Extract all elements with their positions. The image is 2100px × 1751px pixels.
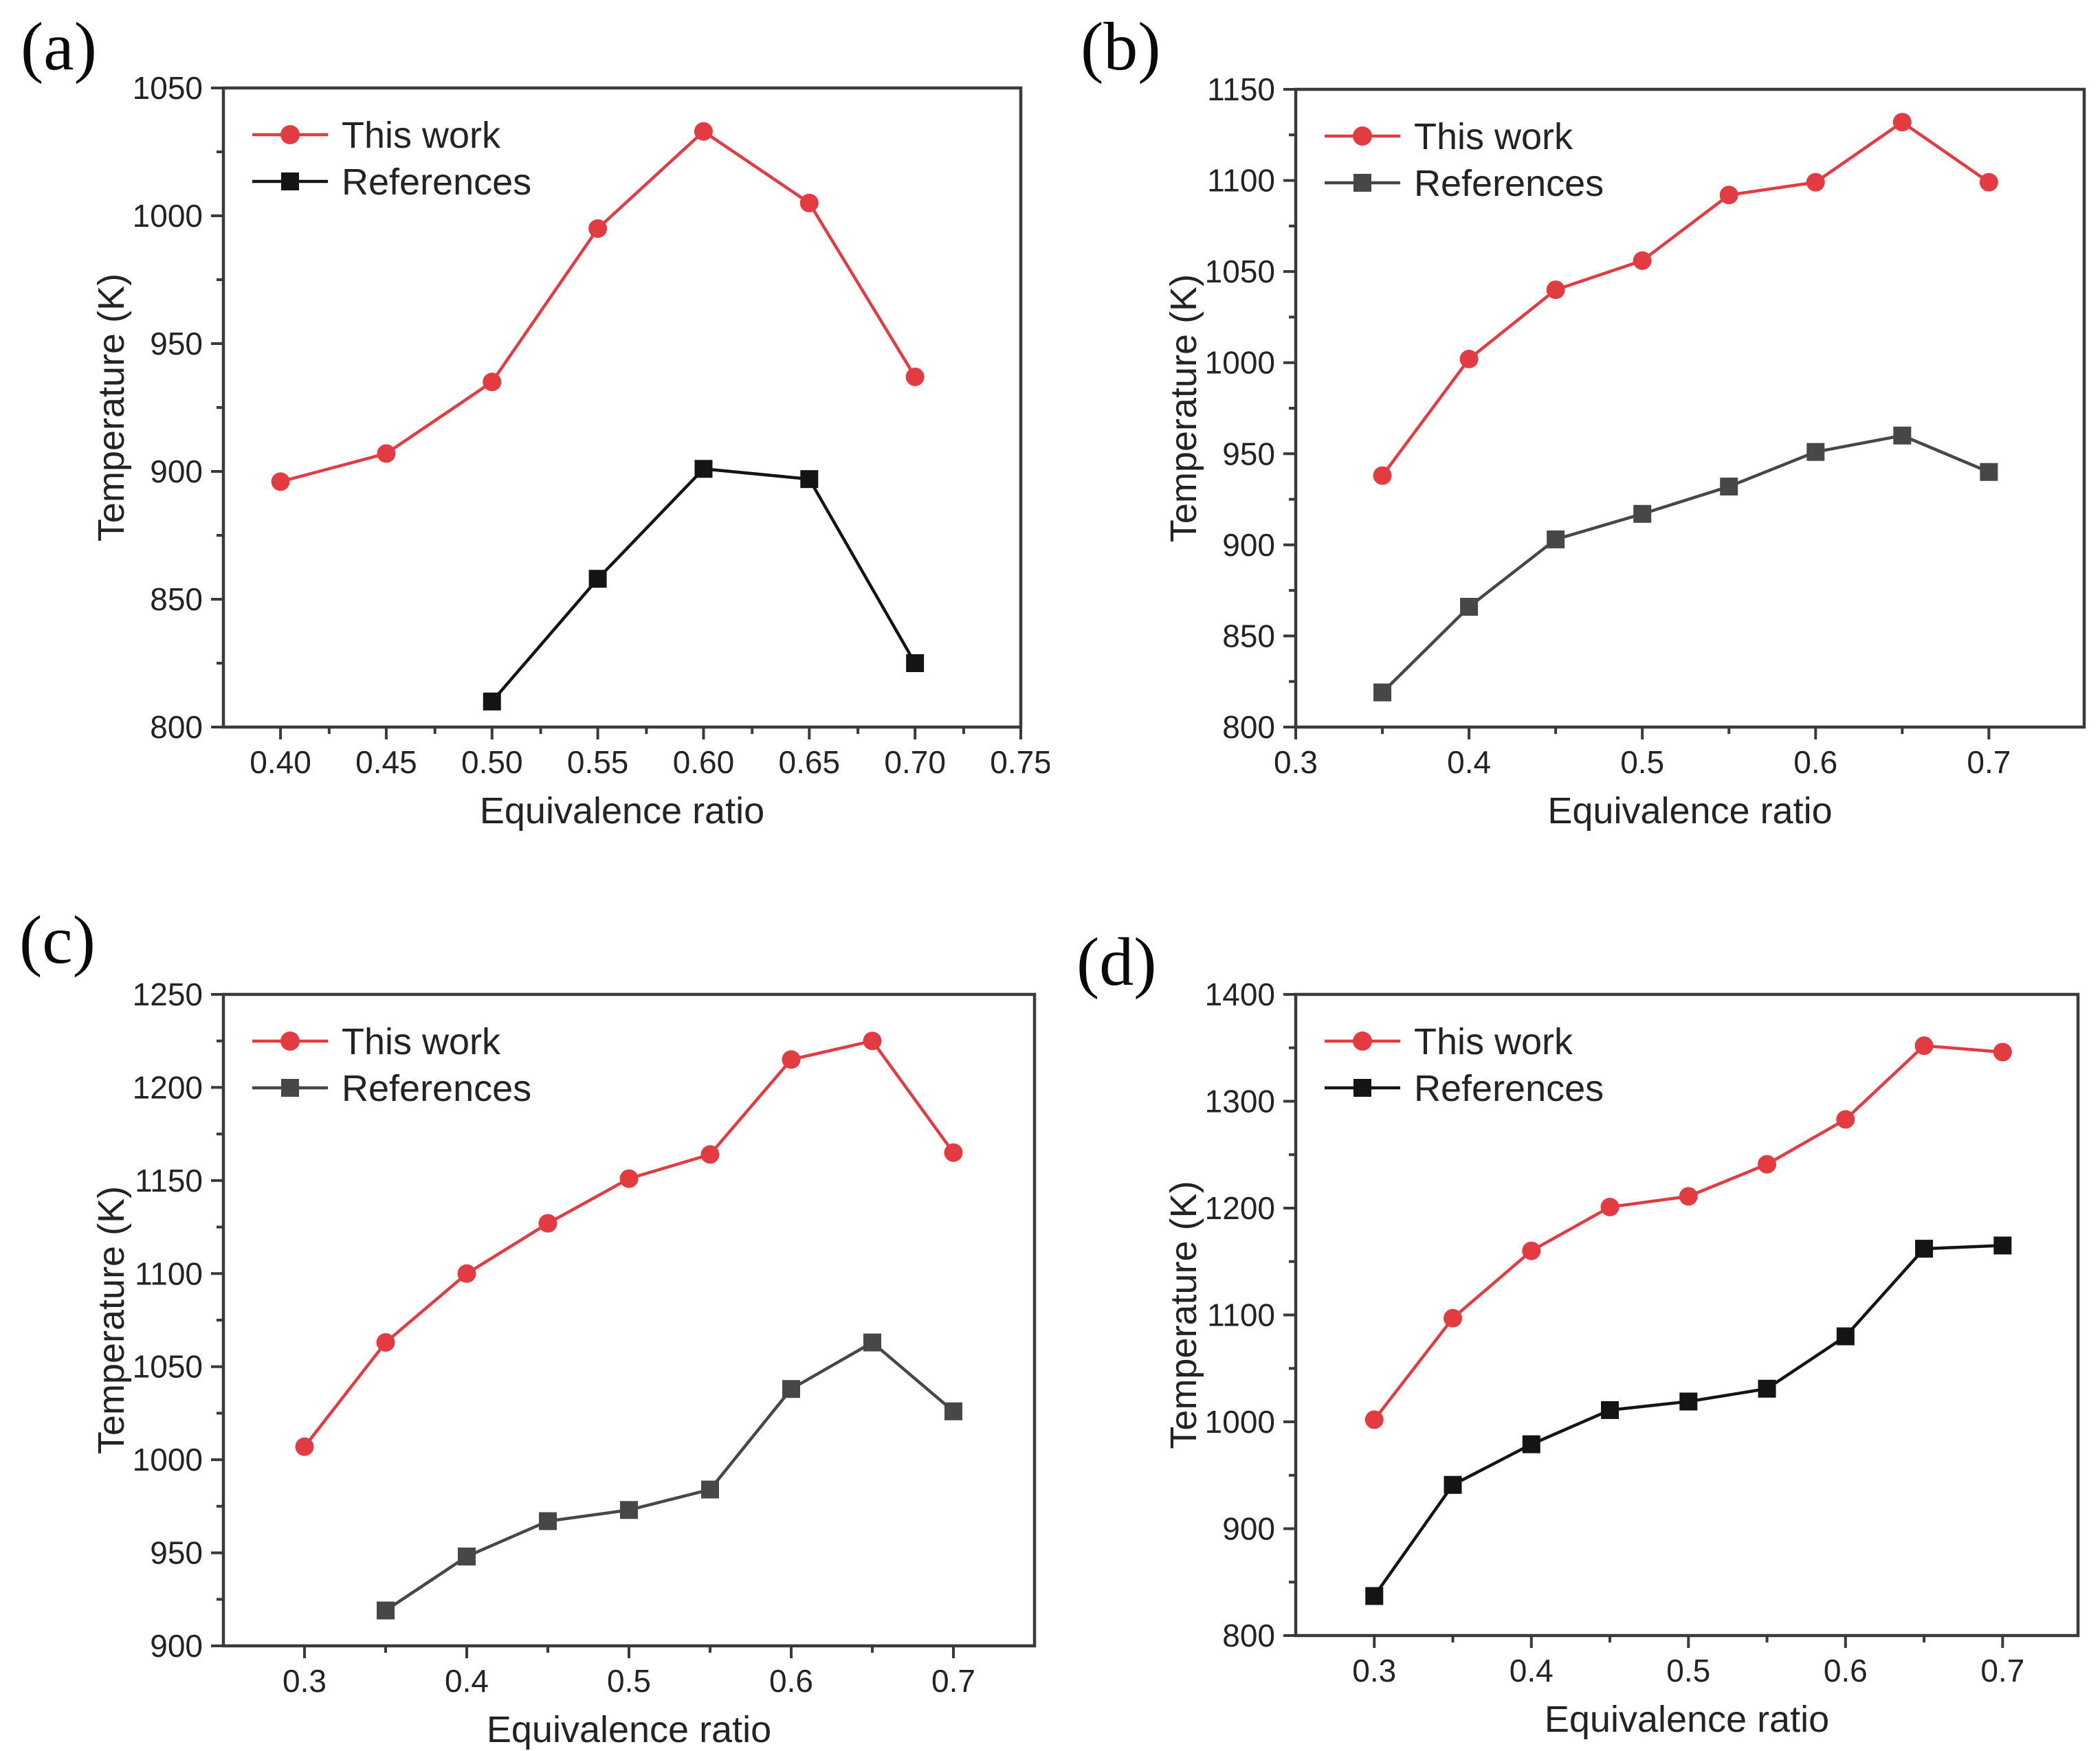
svg-text:1200: 1200 xyxy=(133,1069,203,1105)
svg-text:0.3: 0.3 xyxy=(1274,744,1318,780)
svg-text:850: 850 xyxy=(150,581,203,617)
legend-label: References xyxy=(342,161,531,203)
svg-text:1100: 1100 xyxy=(1207,1297,1275,1333)
svg-text:950: 950 xyxy=(150,1535,203,1571)
legend-label: This work xyxy=(1414,1021,1573,1062)
svg-text:1250: 1250 xyxy=(133,977,203,1012)
svg-text:1000: 1000 xyxy=(133,198,203,234)
panel-label-a: (a) xyxy=(21,8,97,85)
svg-text:1050: 1050 xyxy=(133,1349,203,1385)
svg-text:1200: 1200 xyxy=(1205,1190,1275,1226)
svg-text:0.4: 0.4 xyxy=(1510,1653,1554,1688)
legend-label: This work xyxy=(342,1021,501,1062)
svg-text:800: 800 xyxy=(1222,709,1275,745)
y-axis-title: Temperature (K) xyxy=(1163,1181,1204,1449)
svg-text:0.45: 0.45 xyxy=(355,744,417,780)
svg-text:1100: 1100 xyxy=(135,1256,203,1291)
svg-text:0.40: 0.40 xyxy=(250,744,311,780)
chart-b: 0.3 0.4 0.5 0.6 0.7 800 850 900 950 1000 1050 1100 1… xyxy=(1163,71,2086,832)
svg-text:1400: 1400 xyxy=(1205,977,1275,1012)
svg-text:0.5: 0.5 xyxy=(607,1663,651,1699)
svg-text:900: 900 xyxy=(1222,527,1275,563)
svg-text:0.3: 0.3 xyxy=(283,1663,327,1699)
svg-text:800: 800 xyxy=(150,709,203,745)
legend-label: References xyxy=(342,1068,531,1109)
svg-text:0.70: 0.70 xyxy=(884,744,946,780)
y-axis-title: Temperature (K) xyxy=(1163,274,1204,542)
legend-label: This work xyxy=(342,115,501,156)
svg-text:1100: 1100 xyxy=(1207,163,1275,199)
legend-label: References xyxy=(1414,163,1604,204)
svg-text:800: 800 xyxy=(1222,1618,1275,1653)
svg-text:0.4: 0.4 xyxy=(445,1663,489,1699)
svg-text:0.7: 0.7 xyxy=(1980,1653,2024,1688)
svg-text:1150: 1150 xyxy=(135,1163,203,1198)
svg-text:0.6: 0.6 xyxy=(1793,744,1837,780)
svg-text:0.65: 0.65 xyxy=(779,744,841,780)
svg-text:0.4: 0.4 xyxy=(1447,744,1491,780)
svg-text:950: 950 xyxy=(150,326,203,361)
svg-text:1000: 1000 xyxy=(1205,345,1275,381)
y-axis-title: Temperature (K) xyxy=(91,274,132,542)
svg-text:900: 900 xyxy=(1222,1511,1275,1547)
svg-text:0.60: 0.60 xyxy=(673,744,735,780)
svg-text:1000: 1000 xyxy=(1205,1404,1275,1440)
x-axis-title: Equivalence ratio xyxy=(480,790,764,832)
svg-text:0.75: 0.75 xyxy=(990,744,1050,780)
svg-text:0.5: 0.5 xyxy=(1620,744,1664,780)
svg-text:1050: 1050 xyxy=(133,70,203,106)
svg-text:900: 900 xyxy=(150,454,203,489)
chart-c: 0.3 0.4 0.5 0.6 0.7 900 950 1000 1050 1100 1150 120… xyxy=(91,977,1037,1750)
x-axis-title: Equivalence ratio xyxy=(487,1709,771,1750)
y-axis-title: Temperature (K) xyxy=(91,1186,132,1454)
svg-text:0.3: 0.3 xyxy=(1352,1653,1396,1688)
x-axis-title: Equivalence ratio xyxy=(1547,790,1832,832)
svg-text:950: 950 xyxy=(1222,436,1275,471)
x-axis-title: Equivalence ratio xyxy=(1545,1699,1829,1740)
svg-text:0.5: 0.5 xyxy=(1666,1653,1710,1688)
svg-text:0.6: 0.6 xyxy=(1824,1653,1868,1688)
panel-label-d: (d) xyxy=(1076,924,1157,1000)
panel-label-c: (c) xyxy=(19,902,96,978)
legend-label: This work xyxy=(1414,116,1573,157)
panel-label-b: (b) xyxy=(1081,8,1161,85)
svg-text:1000: 1000 xyxy=(133,1442,203,1477)
svg-text:1050: 1050 xyxy=(1205,254,1275,289)
chart-a: 0.40 0.45 0.50 0.55 0.60 0.65 0.70 0.75 800 850 90… xyxy=(91,70,1050,832)
legend-label: References xyxy=(1414,1068,1604,1109)
svg-text:1300: 1300 xyxy=(1205,1084,1275,1119)
svg-text:0.50: 0.50 xyxy=(461,744,523,780)
svg-text:850: 850 xyxy=(1222,618,1275,654)
svg-text:1150: 1150 xyxy=(1207,71,1275,107)
svg-text:0.55: 0.55 xyxy=(567,744,629,780)
svg-text:0.7: 0.7 xyxy=(1967,744,2011,780)
svg-text:0.6: 0.6 xyxy=(769,1663,813,1699)
svg-text:900: 900 xyxy=(150,1628,203,1664)
chart-d: 0.3 0.4 0.5 0.6 0.7 800 900 1000 1100 1200 1300 140… xyxy=(1163,977,2080,1740)
svg-text:0.7: 0.7 xyxy=(931,1663,975,1699)
